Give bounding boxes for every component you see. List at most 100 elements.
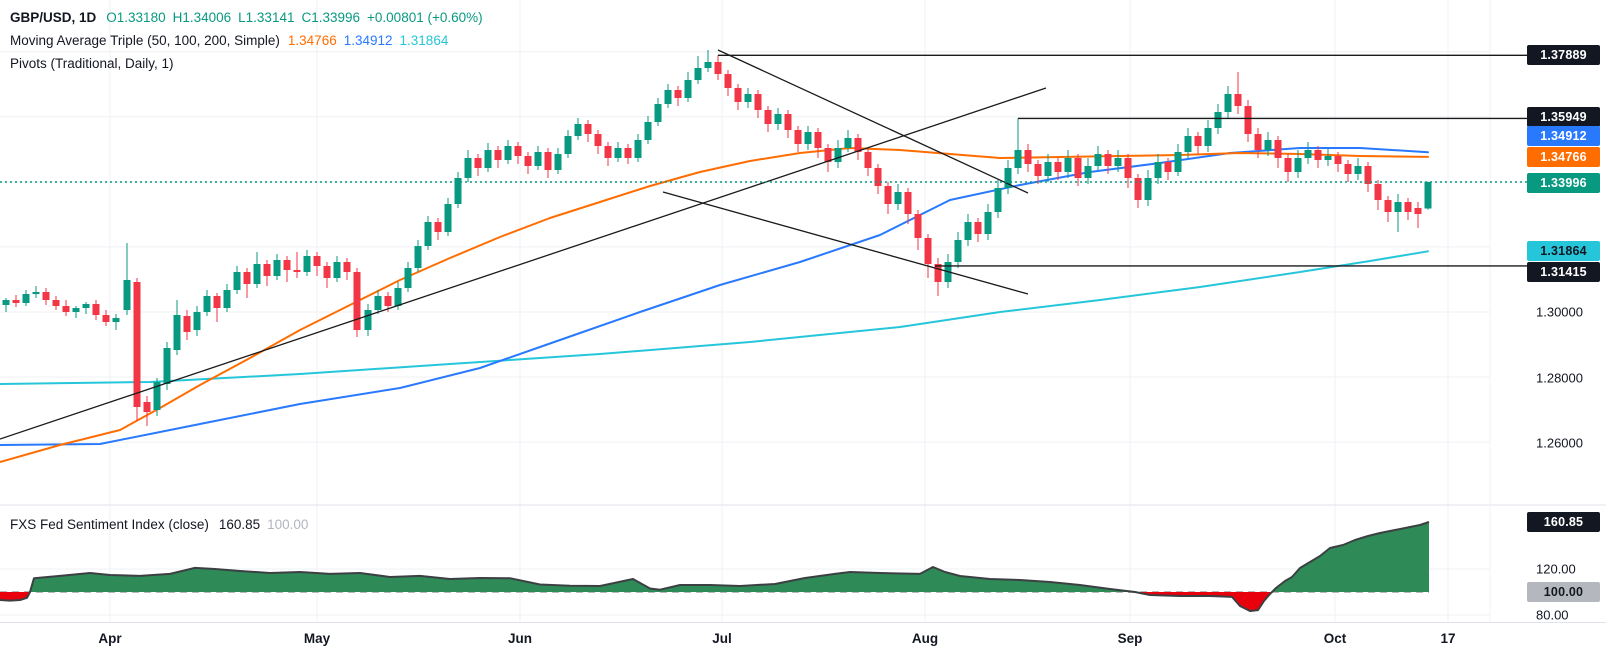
ma100-value: 1.34912 [343,33,393,48]
candle-body [1074,158,1082,178]
candle-body [384,296,392,306]
price-badge: 1.33996 [1527,173,1600,193]
candle-body [1274,140,1282,158]
candle-body [664,90,672,104]
candle-body [1244,106,1252,134]
candle-body [1104,154,1112,166]
ma-indicator-row[interactable]: Moving Average Triple (50, 100, 200, Sim… [10,29,490,52]
candle-body [1394,202,1402,212]
price-axis[interactable]: 1.30000 1.28000 1.26000 120.00 80.00 1.37889 1… [1490,0,1606,623]
sentiment-value: 160.85 [218,517,261,532]
candle-body [32,292,40,294]
candle-body [163,348,171,384]
candle-body [744,94,752,102]
candle-body [564,136,572,154]
time-axis[interactable]: Apr May Jun Jul Aug Sep Oct 17 [0,622,1606,659]
candle-body [364,310,372,330]
candle-body [1284,158,1292,172]
candle-body [62,306,70,312]
candle-body [1014,150,1022,168]
candle-body [514,146,522,156]
ohlc-close: C1.33996 [301,10,361,25]
candle-body [724,74,732,88]
time-axis-label: May [303,631,331,646]
candle-body [734,88,742,102]
trend-line [717,49,1029,194]
price-axis-label: 80.00 [1536,607,1569,623]
candle-body [484,150,492,168]
candle-body [404,268,412,288]
sentiment-legend-row[interactable]: FXS Fed Sentiment Index (close) 160.85 100… [10,517,315,532]
candle-body [614,148,622,158]
candle-body [82,304,90,308]
price-axis-label: 1.26000 [1536,435,1583,451]
ma50-value: 1.34766 [287,33,337,48]
price-badge: 1.34766 [1527,147,1600,167]
candle-body [954,240,962,262]
candle-body [874,168,882,186]
candle-body [1174,152,1182,172]
candle-body [624,148,632,158]
candle-body [754,94,762,110]
candle-body [884,186,892,204]
candle-body [233,272,241,290]
price-badge: 1.31415 [1527,262,1600,282]
trend-line [0,87,1047,440]
ohlc-low: L1.33141 [238,10,295,25]
candle-body [994,188,1002,212]
grid-lines [0,0,1606,622]
candle-body [213,296,221,308]
candle-body [283,260,291,270]
time-axis-label: 17 [1440,631,1456,646]
candle-body [323,266,331,278]
candle-body [1354,166,1362,174]
sentiment-indicator-title: FXS Fed Sentiment Index (close) [10,517,209,532]
candle-body [804,132,812,144]
candle-body [814,132,822,148]
price-axis-label: 120.00 [1536,561,1576,577]
symbol-title: GBP/USD, 1D [10,10,97,25]
sentiment-baseline-value: 100.00 [267,517,309,532]
candle-body [434,222,442,232]
candle-body [173,315,181,350]
candle-body [223,290,231,308]
candle-body [984,212,992,234]
candle-body [544,152,552,170]
candle-body [644,122,652,140]
candle-body [1134,178,1142,200]
candle-body [1124,158,1132,178]
candle-body [112,318,120,322]
candle-body [92,304,100,315]
candle-body [353,272,361,330]
pivots-indicator-row[interactable]: Pivots (Traditional, Daily, 1) [10,52,490,75]
candle-body [1314,150,1322,160]
candle-body [1224,94,1232,112]
candle-body [784,114,792,130]
candle-body [1034,164,1042,176]
price-axis-label: 1.28000 [1536,370,1583,386]
candle-body [1044,162,1052,176]
drawings [0,49,1528,440]
price-badge: 1.31864 [1527,241,1600,261]
candle-body [684,80,692,98]
symbol-legend-row[interactable]: GBP/USD, 1D O1.33180 H1.34006 L1.33141 C1.33… [10,6,490,29]
ma200-value: 1.31864 [399,33,449,48]
candle-body [554,154,562,170]
candle-body [414,246,422,268]
candle-body [604,146,612,158]
price-badge: 1.35949 [1527,107,1600,127]
candle-body [333,262,341,278]
moving-averages [0,147,1429,463]
candle-body [12,300,20,303]
time-axis-label: Jun [507,631,533,646]
candle-body [1304,150,1312,158]
time-axis-label: Apr [98,631,122,646]
candle-body [654,104,662,122]
candle-body [824,148,832,162]
candle-body [1024,150,1032,164]
candle-body [1194,136,1202,146]
price-badge: 160.85 [1527,512,1600,532]
candle-body [313,256,321,266]
candle-body [1294,158,1302,172]
